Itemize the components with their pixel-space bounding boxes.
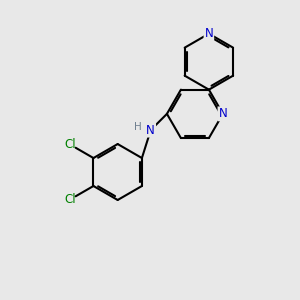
Text: N: N <box>205 27 213 40</box>
Text: Cl: Cl <box>64 193 76 206</box>
Text: N: N <box>218 107 227 120</box>
Text: N: N <box>146 124 155 136</box>
Text: H: H <box>134 122 142 131</box>
Text: Cl: Cl <box>64 138 76 151</box>
